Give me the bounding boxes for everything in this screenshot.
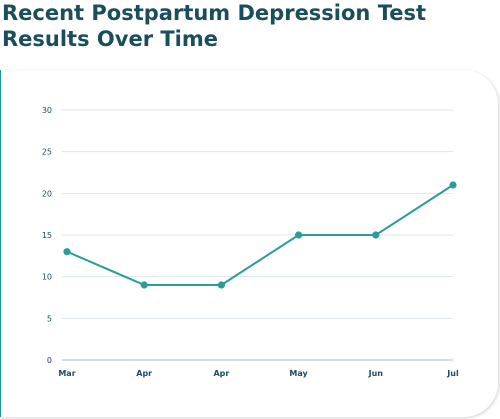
- chart-title: Recent Postpartum Depression Test Result…: [2, 1, 427, 51]
- data-point[interactable]: [217, 281, 225, 289]
- series-line: [63, 181, 457, 289]
- y-tick-label: 10: [42, 273, 52, 282]
- y-tick-label: 15: [42, 231, 52, 240]
- x-tick-label: May: [289, 369, 308, 378]
- data-point[interactable]: [63, 248, 71, 256]
- data-point[interactable]: [449, 181, 457, 189]
- y-tick-label: 5: [47, 314, 52, 323]
- y-tick-label: 20: [42, 189, 52, 198]
- chart-card: [0, 70, 498, 417]
- gridlines: [62, 109, 453, 361]
- x-tick-label: Jul: [446, 369, 459, 378]
- y-tick-label: 25: [42, 148, 52, 157]
- x-tick-label: Apr: [136, 369, 152, 378]
- data-point[interactable]: [372, 231, 380, 239]
- x-axis-ticks: Mar Apr Apr May Jun Jul: [58, 369, 459, 378]
- x-tick-label: Jun: [368, 369, 384, 378]
- x-tick-label: Mar: [58, 369, 75, 378]
- y-tick-label: 30: [42, 106, 52, 115]
- y-axis-ticks: 0 5 10 15 20 25 30: [42, 106, 52, 365]
- data-point[interactable]: [140, 281, 148, 289]
- data-point[interactable]: [295, 231, 303, 239]
- series-polyline: [66, 184, 454, 286]
- x-tick-label: Apr: [213, 369, 229, 378]
- y-tick-label: 0: [47, 356, 52, 365]
